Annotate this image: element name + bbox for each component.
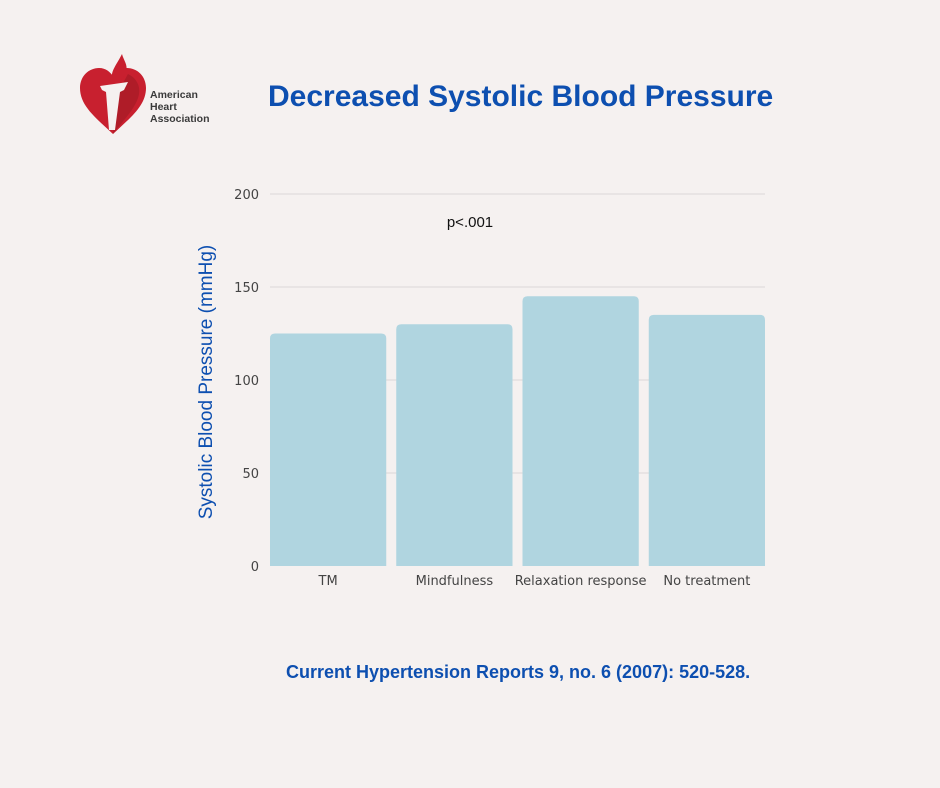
aha-logo: American Heart Association bbox=[78, 52, 228, 138]
logo-word: American bbox=[150, 89, 198, 101]
heart-torch-icon bbox=[80, 54, 146, 134]
bar-relaxation-response bbox=[522, 296, 639, 566]
x-tick-label: No treatment bbox=[663, 574, 750, 589]
y-axis-label: Systolic Blood Pressure (mmHg) bbox=[196, 245, 217, 520]
bar-no-treatment bbox=[648, 314, 765, 566]
page-title: Decreased Systolic Blood Pressure bbox=[268, 80, 774, 113]
x-tick-label: Relaxation response bbox=[515, 574, 647, 589]
bars bbox=[270, 296, 765, 566]
y-tick-label: 100 bbox=[234, 374, 259, 389]
y-tick-labels: 0 50 100 150 200 bbox=[234, 188, 259, 575]
bar-mindfulness bbox=[396, 324, 513, 566]
logo-text: American Heart Association bbox=[150, 89, 210, 125]
p-value-annotation: p<.001 bbox=[447, 214, 493, 231]
x-tick-labels: TM Mindfulness Relaxation response No treat… bbox=[318, 574, 751, 589]
y-tick-label: 0 bbox=[251, 560, 259, 575]
x-tick-label: TM bbox=[318, 574, 338, 589]
y-tick-label: 50 bbox=[242, 467, 259, 482]
y-tick-label: 200 bbox=[234, 188, 259, 203]
y-tick-label: 150 bbox=[234, 281, 259, 296]
citation: Current Hypertension Reports 9, no. 6 (2… bbox=[286, 662, 751, 682]
bar-tm bbox=[270, 333, 387, 566]
x-tick-label: Mindfulness bbox=[416, 574, 494, 589]
logo-word: Association bbox=[150, 113, 210, 125]
logo-word: Heart bbox=[150, 101, 177, 113]
